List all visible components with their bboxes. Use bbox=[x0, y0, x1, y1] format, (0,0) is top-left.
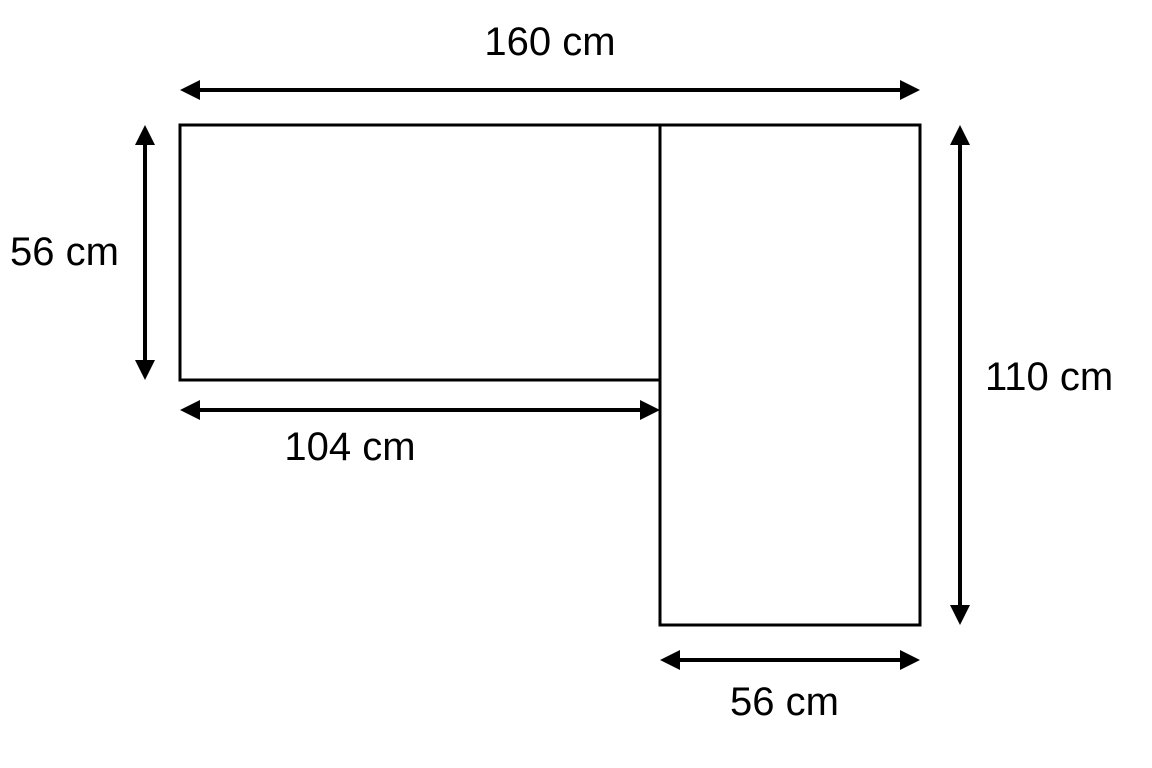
dim-label-left-width: 104 cm bbox=[284, 425, 415, 469]
dim-label-left-height: 56 cm bbox=[10, 230, 119, 274]
dimension-diagram: 160 cm 56 cm 104 cm 110 cm 56 cm bbox=[0, 0, 1152, 768]
dim-bottom-right bbox=[660, 650, 920, 670]
dim-left-width bbox=[180, 400, 660, 420]
dim-label-right-total: 110 cm bbox=[985, 355, 1113, 399]
dimension-lines bbox=[135, 80, 970, 670]
dim-label-bottom-right: 56 cm bbox=[730, 680, 839, 724]
dim-label-top-total: 160 cm bbox=[484, 20, 615, 64]
l-shape-outline bbox=[180, 125, 920, 625]
dim-top-total bbox=[180, 80, 920, 100]
dim-right-total bbox=[950, 125, 970, 625]
dim-left-height bbox=[135, 125, 155, 380]
